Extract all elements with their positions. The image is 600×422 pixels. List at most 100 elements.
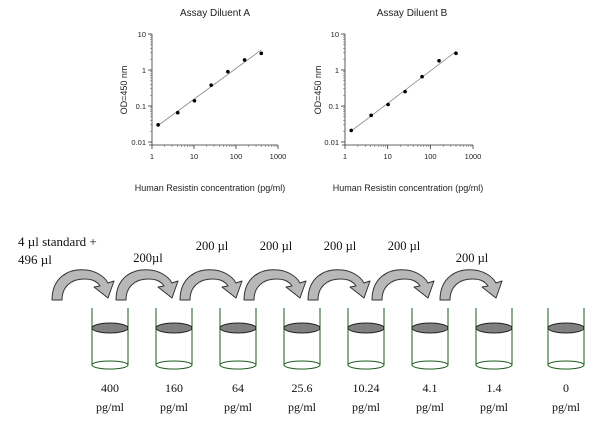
data-point	[420, 74, 424, 79]
y-axis-label: OD=450 nm	[313, 66, 323, 115]
transfer-arrow	[307, 269, 371, 301]
first-transfer-label-line2: 496 µl	[18, 252, 52, 267]
data-point	[209, 83, 213, 87]
data-point	[369, 113, 373, 118]
tube: 0 pg/ml	[547, 308, 585, 414]
tube-concentration-unit: pg/ml	[288, 400, 317, 414]
data-point	[156, 123, 160, 127]
tube-concentration-value: 0	[563, 381, 569, 395]
curved-arrow-icon	[51, 269, 115, 301]
curved-arrow-icon	[371, 269, 435, 301]
curved-arrow-icon	[307, 269, 371, 301]
y-tick-label: 1	[142, 66, 146, 75]
curved-arrow-icon	[439, 269, 503, 301]
transfer-arrow	[115, 269, 179, 301]
tube-concentration-unit: pg/ml	[352, 400, 381, 414]
tube-concentration-unit: pg/ml	[96, 400, 125, 414]
tube-bottom	[155, 360, 193, 370]
x-tick-label: 10	[190, 152, 198, 161]
tube-concentration-value: 10.24	[353, 381, 380, 395]
tube-bottom	[347, 360, 385, 370]
transfer-arrow	[439, 269, 503, 301]
curved-arrow-icon	[115, 269, 179, 301]
x-tick-label: 10	[383, 152, 391, 161]
chart-assay-diluent-a: Assay Diluent A OD=450 nm Human Resistin…	[119, 8, 286, 193]
data-point	[175, 110, 180, 115]
fit-line	[157, 49, 262, 126]
tube-bottom	[91, 360, 129, 370]
data-point	[349, 128, 354, 133]
x-axis-label: Human Resistin concentration (pg/ml)	[135, 183, 286, 193]
tube-concentration-unit: pg/ml	[416, 400, 445, 414]
liquid-surface	[155, 322, 193, 334]
tube-bottom	[219, 360, 257, 370]
data-point	[403, 89, 407, 94]
x-tick-label: 1	[150, 152, 154, 161]
liquid-surface	[475, 322, 513, 334]
x-tick-label: 1	[343, 152, 347, 161]
x-axis-label: Human Resistin concentration (pg/ml)	[333, 183, 484, 193]
liquid-surface	[347, 322, 385, 334]
transfer-arrows: 200µl 200 µl 200 µl 200 µl 200 µl 200 µl	[51, 239, 503, 301]
transfer-arrow	[179, 269, 243, 301]
y-tick-label: 10	[331, 30, 339, 39]
tube: 4.1 pg/ml	[411, 308, 449, 414]
y-tick-label: 10	[138, 30, 146, 39]
y-axis-label: OD=450 nm	[119, 66, 129, 115]
plot-area: 0.01 0.1 1 10 1 10 100 1000	[131, 30, 286, 161]
y-tick-label: 0.01	[131, 138, 146, 147]
tube: 160 pg/ml	[155, 308, 193, 414]
tube-bottom	[283, 360, 321, 370]
tube: 1.4 pg/ml	[475, 308, 513, 414]
transfer-volume-label: 200 µl	[324, 239, 357, 253]
data-point	[259, 51, 264, 56]
tube-concentration-value: 160	[165, 381, 183, 395]
chart-title: Assay Diluent B	[377, 8, 448, 19]
tube: 25.6 pg/ml	[283, 308, 321, 414]
data-point	[226, 69, 230, 74]
serial-dilution-diagram: 4 µl standard + 496 µl 200µl 200 µl 200 µl…	[18, 234, 585, 414]
tube-bottom	[547, 360, 585, 370]
plot-area: 0.01 0.1 1 10 1 10 100 1000	[324, 30, 481, 161]
x-tick-label: 1000	[270, 152, 287, 161]
liquid-surface	[91, 322, 129, 334]
tube-concentration-value: 25.6	[292, 381, 313, 395]
tube-concentration-value: 400	[101, 381, 119, 395]
arrow-into-tube-1	[51, 269, 115, 301]
chart-title: Assay Diluent A	[180, 8, 250, 19]
transfer-volume-label: 200 µl	[260, 239, 293, 253]
tube-concentration-unit: pg/ml	[552, 400, 581, 414]
x-tick-label: 100	[424, 152, 437, 161]
transfer-arrow	[371, 269, 435, 301]
curved-arrow-icon	[179, 269, 243, 301]
x-tick-label: 100	[230, 152, 243, 161]
tube: 10.24 pg/ml	[347, 308, 385, 414]
tubes: 400 pg/ml 160 pg/ml 64 pg/ml 25.6 pg/ml 10.24 pg/…	[91, 308, 585, 414]
y-tick-label: 0.1	[329, 102, 339, 111]
tube: 400 pg/ml	[91, 308, 129, 414]
y-tick-label: 0.1	[136, 102, 146, 111]
transfer-volume-label: 200µl	[133, 251, 163, 265]
x-tick-label: 1000	[465, 152, 482, 161]
transfer-volume-label: 200 µl	[388, 239, 421, 253]
tube-bottom	[411, 360, 449, 370]
data-point	[386, 102, 390, 107]
tube-concentration-value: 4.1	[423, 381, 438, 395]
first-transfer-label-line1: 4 µl standard +	[18, 234, 97, 249]
transfer-volume-label: 200 µl	[196, 239, 229, 253]
data-point	[437, 59, 441, 63]
liquid-surface	[547, 322, 585, 334]
curved-arrow-icon	[243, 269, 307, 301]
transfer-arrow	[243, 269, 307, 301]
tube-concentration-unit: pg/ml	[480, 400, 509, 414]
y-tick-label: 0.01	[324, 138, 339, 147]
data-point	[192, 98, 197, 103]
tube-bottom	[475, 360, 513, 370]
data-point	[242, 58, 247, 62]
transfer-volume-label: 200 µl	[456, 251, 489, 265]
liquid-surface	[219, 322, 257, 334]
tube-concentration-unit: pg/ml	[160, 400, 189, 414]
liquid-surface	[283, 322, 321, 334]
tube-concentration-unit: pg/ml	[224, 400, 253, 414]
